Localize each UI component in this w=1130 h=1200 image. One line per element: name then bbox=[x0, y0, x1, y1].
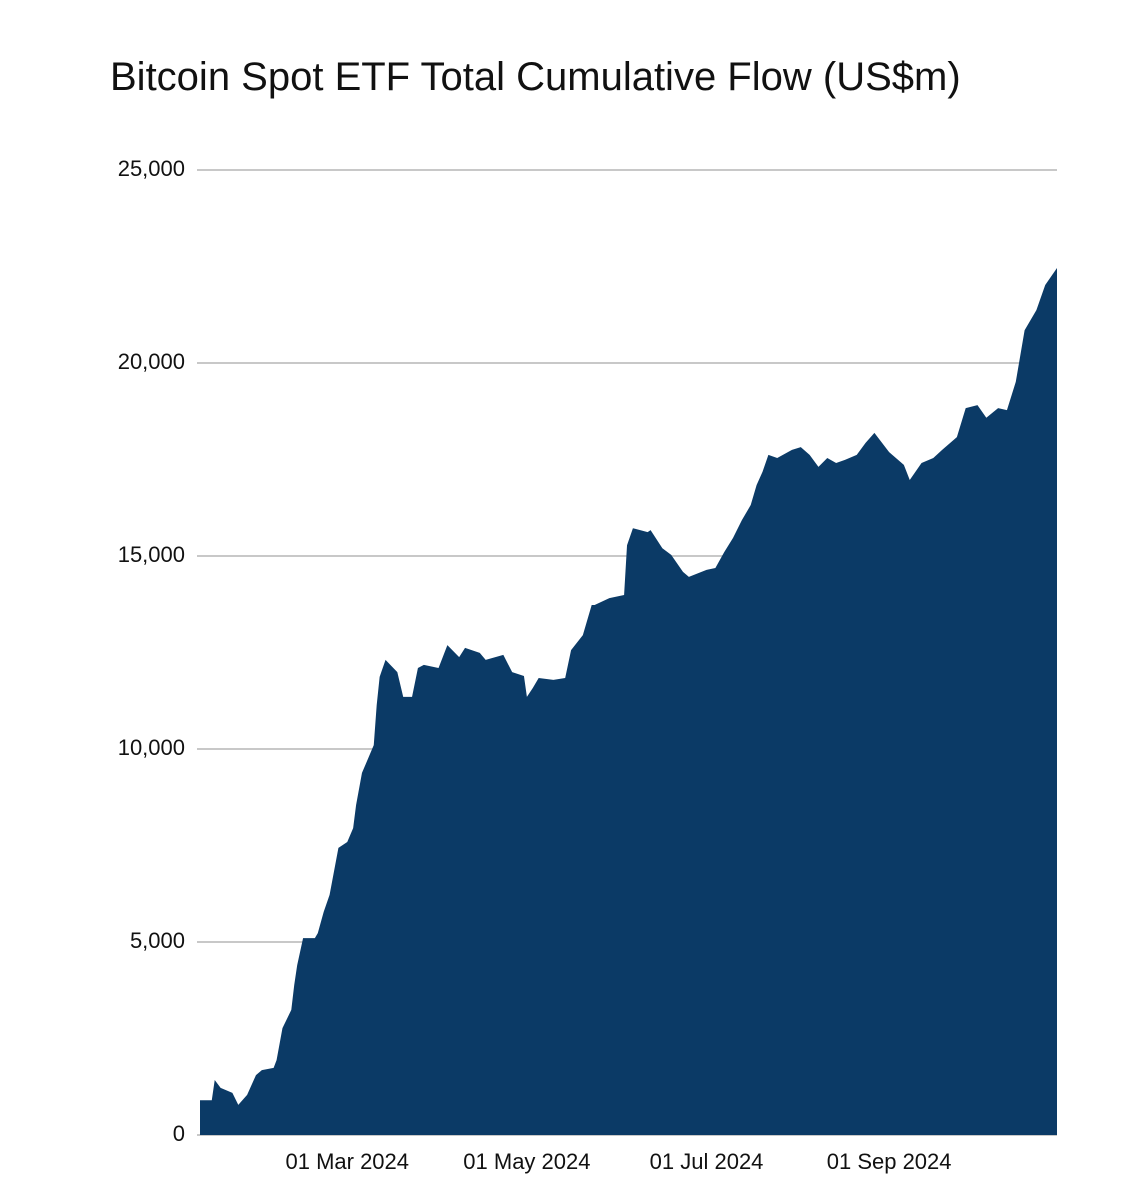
y-tick-label: 25,000 bbox=[118, 156, 185, 181]
y-tick-label: 0 bbox=[173, 1121, 185, 1146]
x-tick-label: 01 Jul 2024 bbox=[650, 1149, 764, 1174]
y-tick-label: 5,000 bbox=[130, 928, 185, 953]
x-tick-label: 01 May 2024 bbox=[463, 1149, 590, 1174]
area bbox=[200, 268, 1057, 1135]
y-tick-label: 15,000 bbox=[118, 542, 185, 567]
y-tick-label: 10,000 bbox=[118, 735, 185, 760]
x-tick-label: 01 Mar 2024 bbox=[285, 1149, 409, 1174]
y-tick-label: 20,000 bbox=[118, 349, 185, 374]
x-tick-label: 01 Sep 2024 bbox=[827, 1149, 952, 1174]
chart-title: Bitcoin Spot ETF Total Cumulative Flow (… bbox=[110, 55, 961, 99]
